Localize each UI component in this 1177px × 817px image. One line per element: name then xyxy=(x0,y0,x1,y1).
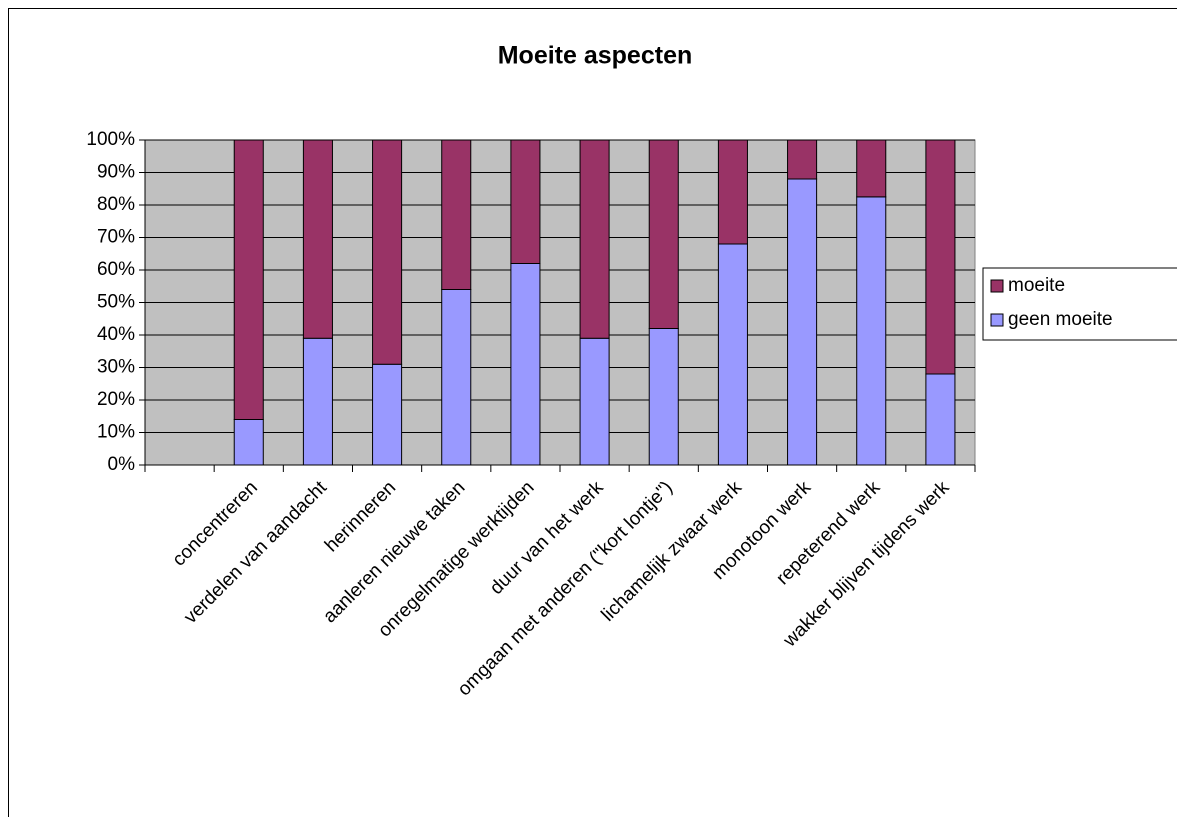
bar-segment xyxy=(372,363,403,466)
y-tick-label: 60% xyxy=(97,259,135,280)
y-tick-label: 20% xyxy=(97,389,135,410)
bar-segment xyxy=(717,139,748,245)
bar-segment xyxy=(648,328,679,466)
bar-segment xyxy=(856,196,887,466)
bar-segment xyxy=(302,139,333,339)
y-tick-label: 30% xyxy=(97,357,135,378)
bar-segment xyxy=(717,243,748,466)
y-tick-label: 0% xyxy=(108,454,136,475)
bar-segment xyxy=(441,289,472,466)
bar-segment xyxy=(579,337,610,466)
y-tick-label: 90% xyxy=(97,162,135,183)
bar-segment xyxy=(441,139,472,290)
bar-segment xyxy=(856,139,887,198)
legend-swatch xyxy=(990,279,1004,293)
legend-label: moeite xyxy=(1008,275,1065,296)
y-tick-label: 80% xyxy=(97,194,135,215)
bar-segment xyxy=(787,178,818,466)
bar-segment xyxy=(787,139,818,180)
legend-label: geen moeite xyxy=(1008,309,1113,330)
bar-segment xyxy=(648,139,679,329)
y-tick-label: 100% xyxy=(86,129,135,150)
y-tick-label: 10% xyxy=(97,422,135,443)
bar-segment xyxy=(510,139,541,264)
y-tick-label: 70% xyxy=(97,227,135,248)
legend-swatch xyxy=(990,313,1004,327)
y-tick-label: 50% xyxy=(97,292,135,313)
y-tick-label: 40% xyxy=(97,324,135,345)
bar-segment xyxy=(579,139,610,339)
bar-segment xyxy=(302,337,333,466)
bar-segment xyxy=(372,139,403,365)
bar-segment xyxy=(925,139,956,375)
bar-segment xyxy=(925,373,956,466)
bar-segment xyxy=(510,263,541,466)
bar-segment xyxy=(233,419,264,466)
legend xyxy=(982,267,1177,341)
chart-title: Moeite aspecten xyxy=(498,42,693,70)
bar-segment xyxy=(233,139,264,420)
